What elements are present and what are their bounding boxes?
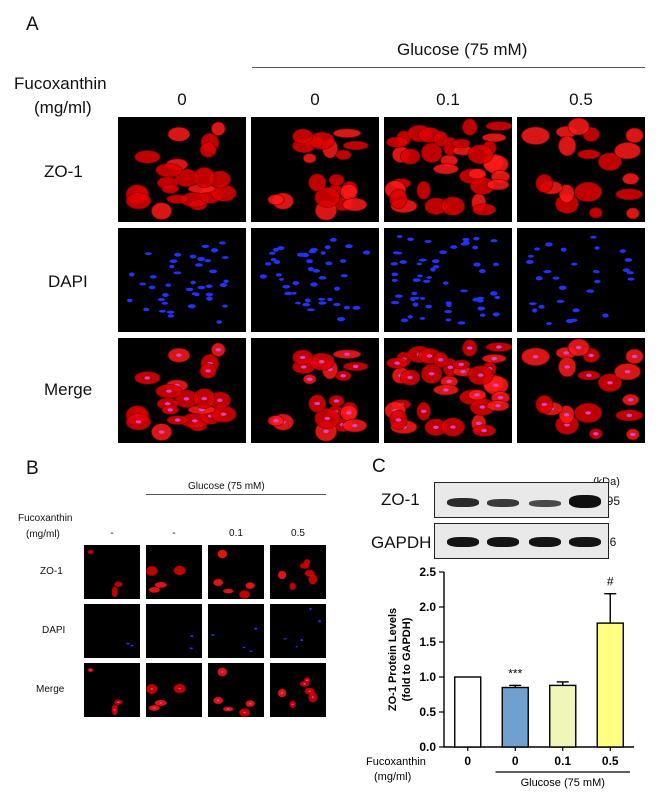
- panel-b-fucoxanthin-label: Fucoxanthin: [18, 513, 73, 524]
- blot-label-gapdh: GAPDH: [371, 533, 432, 552]
- panel-b-row-zo1: ZO-1: [40, 566, 63, 577]
- y-tick-label: 2.0: [419, 600, 436, 614]
- panel-a-row-zo1: ZO-1: [44, 162, 83, 181]
- panel-b-row-merge: Merge: [36, 684, 65, 695]
- blot-band: [569, 537, 601, 547]
- x-tick-label: 0: [464, 754, 471, 768]
- x-tick-label: 0.1: [554, 754, 571, 768]
- panel-b-glucose-line: [146, 494, 326, 495]
- zo1-image: [208, 545, 264, 599]
- panel-b-letter: B: [26, 458, 39, 479]
- dapi-image: [270, 604, 326, 658]
- panel-a-col-3: 0.5: [569, 90, 593, 109]
- x-row-label: Fucoxanthin: [366, 756, 426, 768]
- panel-b-col-2: 0.1: [229, 528, 243, 539]
- blot-label-zo1: ZO-1: [381, 490, 420, 509]
- panel-a-row-merge: Merge: [44, 380, 93, 399]
- zo1-image: [270, 545, 326, 599]
- zo1-image: [517, 117, 645, 222]
- blot-band: [529, 500, 561, 507]
- x-row-unit: (mg/ml): [374, 771, 411, 783]
- panel-b-col-3: 0.5: [291, 528, 305, 539]
- dapi-image: [384, 228, 512, 332]
- panel-a-col-1: 0: [310, 90, 320, 109]
- bar: [549, 684, 577, 748]
- y-tick-label: 1.0: [419, 670, 436, 684]
- bar: [501, 686, 529, 748]
- dapi-image: [118, 228, 246, 332]
- blot-band: [487, 499, 519, 507]
- merge-image: [251, 338, 379, 443]
- glucose-group-label: Glucose (75 mM): [521, 777, 605, 789]
- panel-b-glucose-label: Glucose (75 mM): [188, 481, 265, 492]
- bar: [454, 676, 482, 748]
- panel-a-col-0: 0: [177, 90, 187, 109]
- blot-band: [447, 537, 479, 547]
- y-tick-label: 2.5: [419, 565, 436, 579]
- y-axis-label: ZO-1 Protein Levels: [387, 608, 399, 711]
- significance-label: #: [607, 575, 614, 589]
- blot-band: [529, 537, 561, 547]
- blot-zo1: [434, 482, 609, 518]
- merge-image: [208, 663, 264, 717]
- merge-image: [84, 663, 140, 717]
- dapi-image: [146, 604, 202, 658]
- dapi-image: [517, 228, 645, 332]
- significance-label: ***: [508, 666, 522, 680]
- zo1-image: [384, 117, 512, 222]
- blot-band: [569, 495, 601, 508]
- dapi-image: [251, 228, 379, 332]
- panel-b-col-1: -: [172, 528, 176, 539]
- x-tick-label: 0: [512, 754, 519, 768]
- zo1-image: [118, 117, 246, 222]
- zo1-image: [84, 545, 140, 599]
- dapi-image: [208, 604, 264, 658]
- panel-b-unit-label: (mg/ml): [26, 529, 60, 540]
- zo1-protein-bar-chart: 0.0 0.5 1.0 1.5 2.0 2.5 ZO-1 Protein Levels (fo…: [366, 565, 634, 789]
- panel-b-row-dapi: DAPI: [42, 625, 66, 636]
- y-axis-label: (fold to GAPDH): [401, 617, 413, 701]
- blot-gapdh: [434, 523, 609, 559]
- panel-c-letter: C: [372, 456, 386, 477]
- y-tick-label: 0.0: [419, 740, 436, 754]
- panel-a-glucose-label: Glucose (75 mM): [397, 40, 528, 59]
- panel-a-unit-label: (mg/ml): [34, 98, 92, 117]
- merge-image: [146, 663, 202, 717]
- zo1-image: [146, 545, 202, 599]
- y-tick-label: 1.5: [419, 635, 436, 649]
- y-tick-label: 0.5: [419, 705, 436, 719]
- panel-a-glucose-line: [252, 67, 645, 68]
- merge-image: [517, 338, 645, 443]
- dapi-image: [84, 604, 140, 658]
- bar: [596, 622, 624, 748]
- panel-a-letter: A: [26, 14, 39, 35]
- zo1-image: [251, 117, 379, 222]
- merge-image: [118, 338, 246, 443]
- panel-b-col-0: -: [110, 528, 114, 539]
- panel-a-col-2: 0.1: [436, 90, 460, 109]
- merge-image: [270, 663, 326, 717]
- panel-a-row-dapi: DAPI: [48, 272, 88, 291]
- x-tick-label: 0.5: [602, 754, 619, 768]
- blot-band: [447, 498, 479, 507]
- merge-image: [384, 338, 512, 443]
- panel-a-fucoxanthin-label: Fucoxanthin: [14, 74, 107, 93]
- blot-band: [487, 537, 519, 547]
